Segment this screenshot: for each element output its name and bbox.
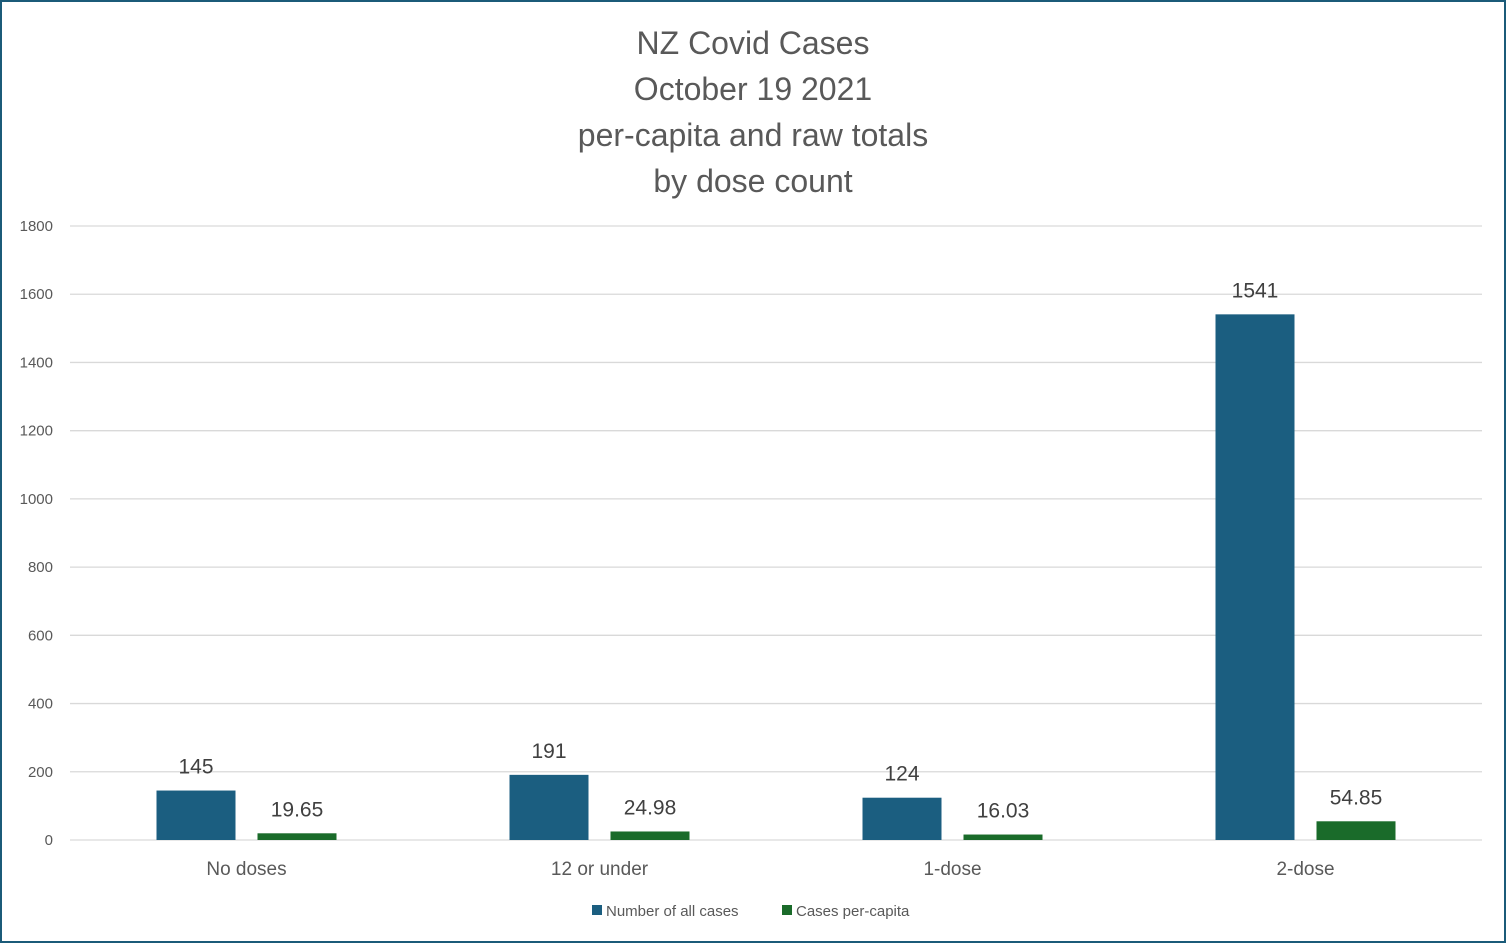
bar [156,790,236,840]
bar [963,834,1043,840]
x-tick-label: 12 or under [551,859,649,880]
legend-swatch [782,905,792,915]
x-tick-label: 1-dose [923,859,981,880]
y-tick-label: 1800 [20,218,53,235]
data-label: 19.65 [271,798,324,821]
data-label: 191 [531,740,566,763]
data-label: 24.98 [624,796,677,819]
x-axis: No doses 12 or under 1-dose 2-dose [206,859,1334,880]
bar [509,774,589,840]
chart-title-line-2: October 19 2021 [633,71,873,107]
y-tick-label: 400 [28,696,53,713]
chart-title-line-3: per-capita and raw totals [577,117,929,153]
data-label: 16.03 [977,800,1030,823]
bar [1215,314,1295,840]
legend-label: Number of all cases [606,903,739,920]
x-tick-label: 2-dose [1276,859,1334,880]
bar [862,797,942,840]
bar [257,833,337,840]
data-labels: 145 19.65 191 24.98 124 16.03 1541 54.85 [178,279,1382,822]
y-tick-label: 1600 [20,286,53,303]
legend-label: Cases per-capita [796,903,910,920]
bars [156,314,1396,840]
chart-title-line-4: by dose count [653,163,853,199]
y-tick-label: 200 [28,764,53,781]
bar [610,831,690,840]
data-label: 145 [178,756,213,779]
y-axis: 0 200 400 600 800 1000 1200 1400 1600 1800 [20,218,53,849]
data-label: 54.85 [1330,786,1383,809]
y-tick-label: 1400 [20,354,53,371]
data-label: 1541 [1232,279,1279,302]
legend-swatch [592,905,602,915]
y-tick-label: 800 [28,559,53,576]
chart-title: NZ Covid Cases October 19 2021 per-capit… [2,20,1504,204]
y-tick-label: 0 [45,832,53,849]
y-tick-label: 600 [28,627,53,644]
chart-title-line-1: NZ Covid Cases [636,25,870,61]
y-tick-label: 1000 [20,491,53,508]
x-tick-label: No doses [206,859,286,880]
y-tick-label: 1200 [20,423,53,440]
legend: Number of all cases Cases per-capita [592,903,910,920]
data-label: 124 [884,763,919,786]
bar [1316,821,1396,840]
